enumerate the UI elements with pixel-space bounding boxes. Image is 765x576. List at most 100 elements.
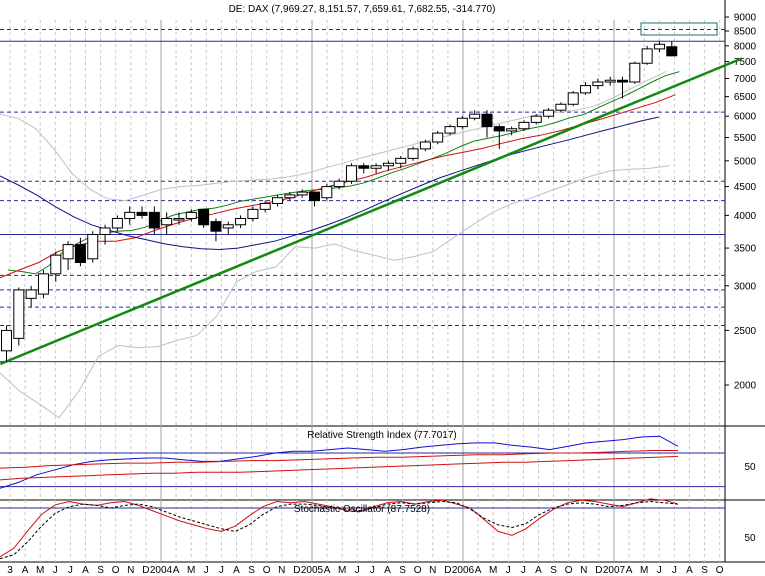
candle-body <box>444 126 456 134</box>
bollinger-lower-band <box>0 165 670 419</box>
time-axis-tick-label: A <box>173 565 180 576</box>
rsi-upper-envelope-line <box>0 450 678 469</box>
rsi-panel-title: Relative Strength Index (77.7017) <box>307 430 457 441</box>
candle-body <box>111 217 123 229</box>
time-axis-tick-label: S <box>701 565 708 576</box>
candle-body <box>136 211 148 216</box>
time-axis-tick-label: J <box>355 565 360 576</box>
time-axis-tick-label: J <box>53 565 58 576</box>
candle-body <box>161 217 173 226</box>
price-axis-tick-label: 9000 <box>734 13 757 24</box>
candle-body <box>259 202 271 210</box>
time-axis-tick-label: S <box>550 565 557 576</box>
time-axis-tick-label: 2004 <box>150 565 173 576</box>
price-axis-tick-label: 2500 <box>734 326 757 337</box>
time-axis-tick-label: M <box>489 565 497 576</box>
price-axis-tick-label: 3000 <box>734 281 757 292</box>
candle-body <box>518 121 530 130</box>
candle-body <box>358 165 370 169</box>
time-axis-tick-label: A <box>384 565 391 576</box>
time-axis-tick-label: A <box>324 565 331 576</box>
bollinger-upper-band <box>0 71 667 202</box>
price-axis-tick-label: 7000 <box>734 74 757 85</box>
time-axis-tick-label: O <box>565 565 573 576</box>
time-axis-tick-label: N <box>580 565 587 576</box>
time-axis-tick-label: S <box>399 565 406 576</box>
candle-body <box>173 217 185 221</box>
candle-body <box>370 165 382 169</box>
candle-body <box>37 273 49 295</box>
time-axis-tick-label: O <box>112 565 120 576</box>
price-axis-tick-label: 5500 <box>734 133 757 144</box>
price-axis-tick-label: 6500 <box>734 92 757 103</box>
price-axis-tick-label: 8500 <box>734 26 757 37</box>
rsi-lower-envelope-line <box>0 455 679 481</box>
candle-body <box>198 208 210 226</box>
candle-body <box>247 208 259 219</box>
time-axis-tick-label: J <box>506 565 511 576</box>
candle-body <box>235 217 247 226</box>
time-axis-tick-label: S <box>248 565 255 576</box>
price-axis-tick-label: 2000 <box>734 381 757 392</box>
candle-body <box>124 211 136 219</box>
time-axis-tick-label: N <box>127 565 134 576</box>
price-axis-tick-label: 3500 <box>734 244 757 255</box>
time-axis-tick-label: J <box>672 565 677 576</box>
time-axis-tick-label: D <box>293 565 300 576</box>
candle-body <box>321 186 333 199</box>
candle-body <box>185 211 197 219</box>
candle-body <box>543 109 555 117</box>
candle-body <box>25 289 37 299</box>
time-axis-tick-label: A <box>535 565 542 576</box>
candle-body <box>567 92 579 105</box>
stochastic-panel-title: Stochastic Oscillator (87.7528) <box>294 504 430 515</box>
candle-body <box>284 194 296 199</box>
time-axis-tick-label: J <box>521 565 526 576</box>
time-axis-tick-label: M <box>36 565 44 576</box>
price-axis-tick-label: 7500 <box>734 57 757 68</box>
candle-body <box>530 115 542 123</box>
candle-body <box>395 157 407 164</box>
candle-body <box>580 85 592 94</box>
price-axis-tick-label: 4000 <box>734 211 757 222</box>
rsi-line <box>0 435 679 489</box>
time-axis-tick-label: J <box>204 565 209 576</box>
stochastic-d-line <box>0 500 679 560</box>
candle-body <box>87 233 99 260</box>
price-axis-tick-label: 4500 <box>734 182 757 193</box>
candle-body <box>419 141 431 150</box>
candle-body <box>469 113 481 119</box>
candle-body <box>99 227 111 235</box>
time-axis-tick-label: J <box>219 565 224 576</box>
rsi-axis-tick-label: 50 <box>744 462 756 473</box>
candle-body <box>481 113 493 128</box>
candle-body <box>407 148 419 159</box>
time-axis-tick-label: J <box>370 565 375 576</box>
time-axis-tick-label: A <box>233 565 240 576</box>
time-axis-tick-label: A <box>626 565 633 576</box>
price-axis-tick-label: 5000 <box>734 156 757 167</box>
time-axis-tick-label: 2005 <box>301 565 324 576</box>
candle-body <box>653 43 665 50</box>
candle-body <box>272 197 284 204</box>
candle-body <box>432 132 444 143</box>
candle-body <box>604 79 616 83</box>
candle-body <box>309 191 320 202</box>
time-axis-tick-label: A <box>22 565 29 576</box>
time-axis-tick-label: J <box>68 565 73 576</box>
support-trendline <box>0 57 743 366</box>
candle-body <box>222 224 234 229</box>
time-axis-tick-label: D <box>142 565 149 576</box>
candle-body <box>50 254 62 275</box>
time-axis-tick-label: S <box>97 565 104 576</box>
time-axis-tick-label: M <box>187 565 195 576</box>
candle-body <box>629 62 641 83</box>
candle-body <box>617 79 628 83</box>
main-chart-title: DE: DAX (7,969.27, 8,151.57, 7,659.61, 7… <box>229 4 496 15</box>
time-axis-tick-label: A <box>686 565 693 576</box>
time-axis-tick-label: O <box>263 565 271 576</box>
stochastic-axis-tick-label: 50 <box>744 533 756 544</box>
price-axis-tick-label: 8000 <box>734 41 757 52</box>
time-axis-tick-label: D <box>444 565 451 576</box>
